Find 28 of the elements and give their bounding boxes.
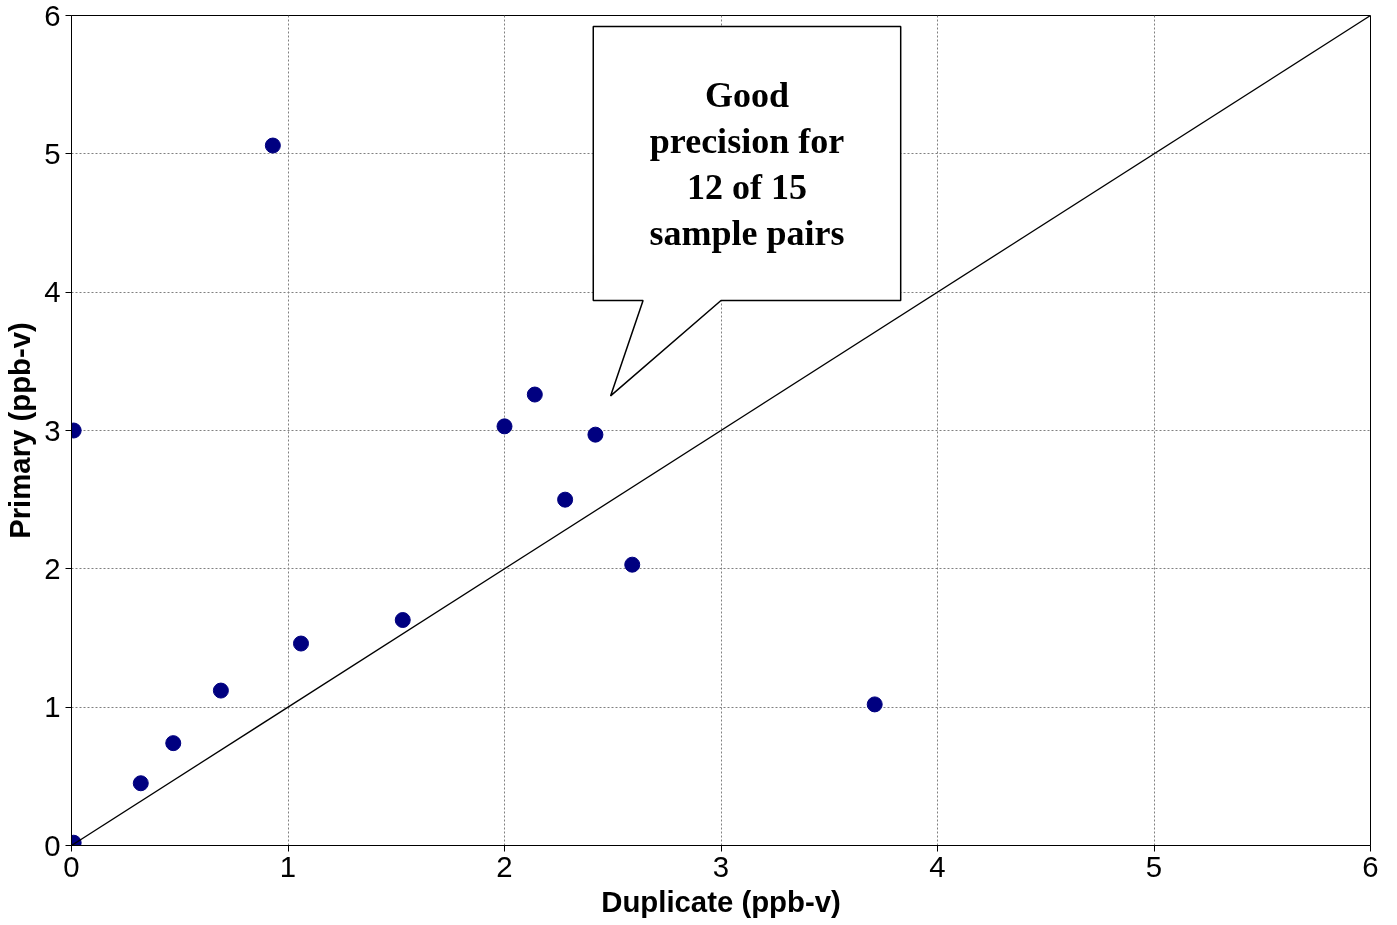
point [212, 682, 229, 699]
x-tick-label: 4 [929, 849, 946, 883]
point [496, 418, 513, 435]
y-tick-label: 6 [44, 0, 61, 32]
x-axis-title: Duplicate (ppb-v) [601, 884, 841, 918]
x-tick-label: 1 [279, 849, 297, 883]
x-tick-label: 3 [712, 849, 730, 883]
annotation: Good precision for 12 of 15 sample pairs [649, 74, 845, 253]
y-tick-label: 2 [44, 551, 61, 585]
point [264, 137, 281, 154]
y-tick-label: 5 [44, 136, 61, 170]
x-tick-label: 5 [1145, 849, 1163, 883]
x-tick-label: 6 [1362, 849, 1379, 883]
point [587, 426, 604, 443]
y-tick-label: 3 [44, 413, 61, 447]
point [526, 386, 543, 403]
point [132, 775, 149, 792]
y-axis-title: Primary (ppb-v) [3, 322, 37, 539]
point [165, 735, 182, 752]
point [866, 696, 883, 713]
y-tick-label: 0 [44, 828, 61, 862]
x-tick-label: 2 [496, 849, 513, 883]
point [394, 612, 411, 628]
point [557, 491, 574, 508]
point [624, 556, 641, 573]
point [292, 635, 309, 652]
y-tick-label: 4 [44, 275, 61, 309]
y-tick-label: 1 [44, 690, 61, 724]
